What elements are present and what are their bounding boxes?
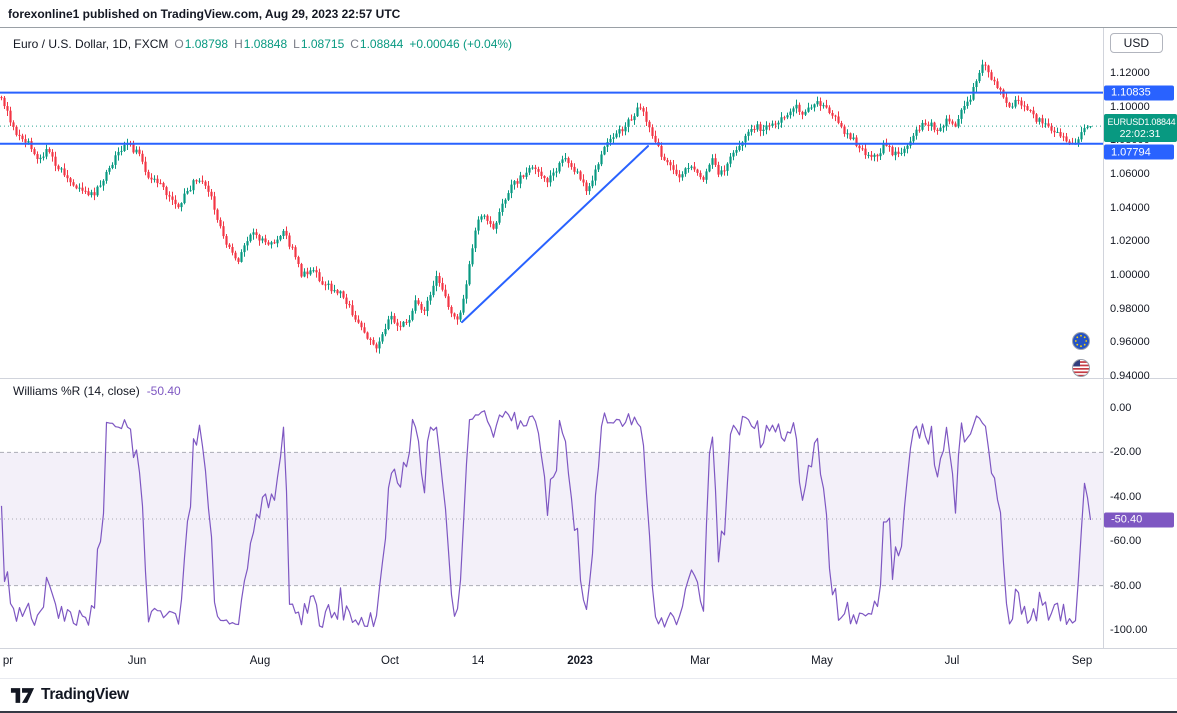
bottom-border <box>0 711 1177 713</box>
indicator-tick-label: -40.00 <box>1110 490 1142 503</box>
wr-band <box>0 452 1103 586</box>
symbol-title[interactable]: Euro / U.S. Dollar, 1D, FXCM <box>13 37 169 51</box>
time-axis[interactable] <box>0 648 1103 677</box>
time-axis-label: Oct <box>381 655 399 667</box>
wr-band-lines <box>0 451 1103 587</box>
change-value: +0.00046 (+0.04%) <box>409 37 513 51</box>
current-symbol: EURUSD <box>1107 116 1145 127</box>
time-axis-label: Jun <box>127 655 147 667</box>
time-axis-label: Mar <box>690 655 710 667</box>
wr-value-label: -50.40 <box>1104 512 1174 528</box>
candlestick-series <box>0 59 1092 354</box>
price-level-label-2: 1.07794 <box>1104 144 1174 160</box>
price-tick-label: 1.00000 <box>1110 269 1150 281</box>
ohlc-close: C 1.08844 <box>350 37 404 51</box>
time-axis-label: Sep <box>1071 655 1093 667</box>
tradingview-logo-icon <box>10 687 35 703</box>
currency-toggle-button[interactable]: USD <box>1109 33 1163 53</box>
price-tick-label: 0.98000 <box>1110 302 1150 315</box>
ohlc-low: L 1.08715 <box>293 37 345 51</box>
price-scale-separator <box>1103 28 1104 648</box>
ohlc-open: O 1.08798 <box>174 37 229 51</box>
bar-countdown: 22:02:31 <box>1119 127 1161 140</box>
current-price-row: EURUSD 1.08844 <box>1107 116 1176 127</box>
indicator-tick-label: -80.00 <box>1110 579 1142 592</box>
price-tick-label: 0.94000 <box>1110 370 1150 382</box>
time-axis-separator <box>0 648 1177 649</box>
indicator-tick-label: -100.00 <box>1110 624 1148 636</box>
indicator-value: -50.40 <box>146 384 181 398</box>
price-tick-label: 1.04000 <box>1110 201 1150 214</box>
indicator-title: Williams %R (14, close) <box>13 384 140 398</box>
ohlc-high: H 1.08848 <box>234 37 288 51</box>
tradingview-wordmark: TradingView <box>41 686 129 703</box>
footer: TradingView <box>0 678 1177 711</box>
price-tick-label: 1.06000 <box>1110 168 1150 180</box>
time-axis-label: 14 <box>471 655 485 667</box>
tradingview-logo[interactable]: TradingView <box>10 686 129 704</box>
price-tick-label: 0.96000 <box>1110 336 1150 349</box>
indicator-tick-label: 0.00 <box>1110 402 1132 414</box>
price-tick-label: 1.10000 <box>1110 100 1150 113</box>
williams-r-line <box>0 410 1092 628</box>
price-tick-label: 1.12000 <box>1110 67 1150 79</box>
pane-separator[interactable] <box>0 378 1177 379</box>
time-axis-label: Jul <box>944 655 960 667</box>
indicator-tick-label: -20.00 <box>1110 446 1142 459</box>
trend-line[interactable] <box>461 145 649 324</box>
time-axis-label: May <box>811 655 833 667</box>
time-axis-label: Aug <box>249 655 271 667</box>
price-tick-label: 1.02000 <box>1110 235 1150 248</box>
current-price-label: EURUSD 1.08844 22:02:31 <box>1103 114 1177 143</box>
time-axis-label: 2023 <box>567 655 593 667</box>
indicator-tick-label: -60.00 <box>1110 535 1142 548</box>
eu-flag-icon <box>1072 332 1090 350</box>
price-level-label-1: 1.10835 <box>1104 85 1174 101</box>
indicator-legend[interactable]: Williams %R (14, close) -50.40 <box>13 384 181 398</box>
publish-text: forexonline1 published on TradingView.co… <box>8 6 401 21</box>
us-flag-icon <box>1072 359 1090 377</box>
publish-header: forexonline1 published on TradingView.co… <box>0 0 1177 28</box>
time-axis-label: pr <box>2 655 14 667</box>
current-price: 1.08844 <box>1144 116 1176 127</box>
